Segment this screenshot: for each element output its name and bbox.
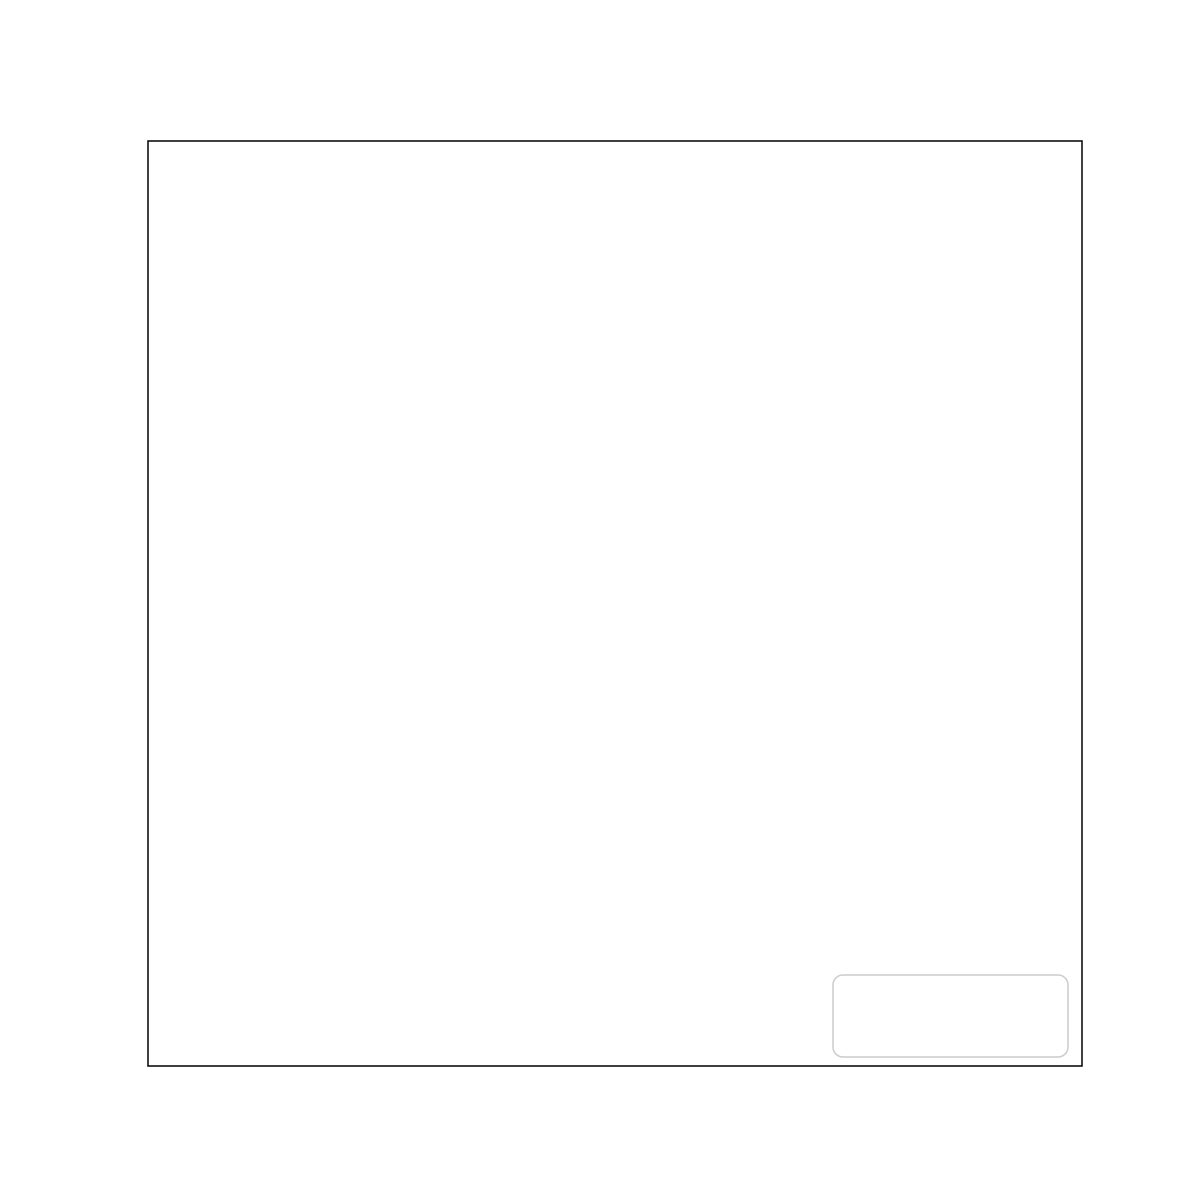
legend: [832, 974, 1069, 1058]
legend-box: [832, 974, 1069, 1058]
plot-border: [147, 140, 1083, 1067]
